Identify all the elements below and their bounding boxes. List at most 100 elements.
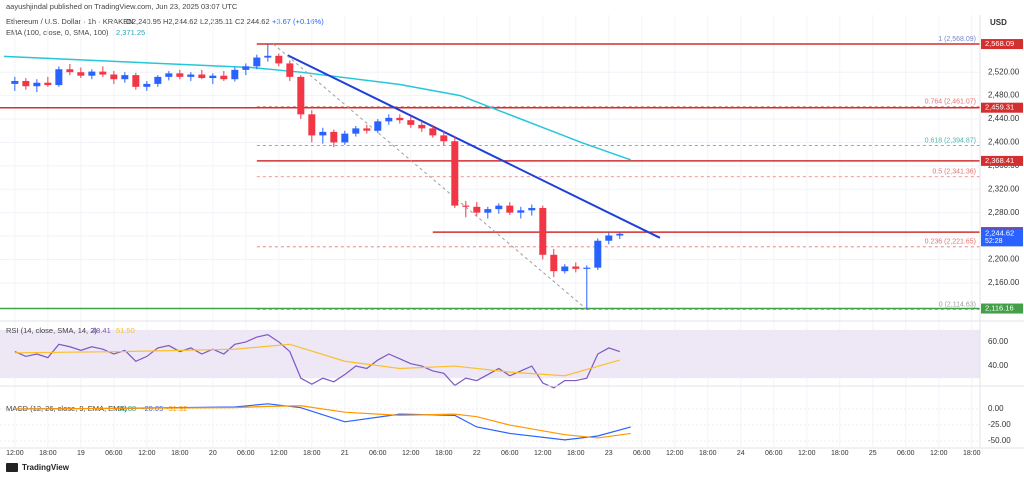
x-tick-label: 18:00 — [831, 450, 849, 457]
y-tick-label: 60.00 — [988, 337, 1009, 346]
candle-body — [429, 128, 437, 136]
x-tick-label: 23 — [605, 450, 613, 457]
y-tick-label: -25.00 — [988, 420, 1011, 429]
x-tick-label: 06:00 — [105, 450, 123, 457]
candle-body — [242, 66, 250, 70]
x-tick-label: 21 — [341, 450, 349, 457]
candle-body — [33, 82, 41, 87]
y-tick-label: 2,520.00 — [988, 67, 1020, 76]
brand-logo — [6, 463, 18, 472]
y-tick-label: -50.00 — [988, 436, 1011, 445]
x-tick-label: 06:00 — [897, 450, 915, 457]
x-tick-label: 22 — [473, 450, 481, 457]
y-tick-label: 0.00 — [988, 404, 1004, 413]
candle-body — [462, 205, 470, 207]
candle-body — [374, 121, 382, 131]
candle-body — [264, 55, 272, 58]
candle-body — [11, 80, 19, 84]
candle-body — [506, 205, 514, 213]
x-tick-label: 18:00 — [171, 450, 189, 457]
candle-body — [330, 131, 338, 143]
candle-body — [528, 207, 536, 211]
candle-body — [561, 266, 569, 272]
price-badge — [981, 102, 1023, 113]
fib-label: 0.618 (2,394.87) — [925, 137, 976, 144]
x-tick-label: 06:00 — [501, 450, 519, 457]
candle-body — [187, 74, 195, 77]
candle-body — [88, 71, 96, 76]
candle-body — [473, 206, 481, 213]
x-tick-label: 12:00 — [666, 450, 684, 457]
x-tick-label: 18:00 — [699, 450, 717, 457]
x-tick-label: 12:00 — [6, 450, 24, 457]
candle-body — [154, 76, 162, 84]
x-tick-label: 12:00 — [138, 450, 156, 457]
line-series — [14, 343, 620, 377]
candle-body — [308, 114, 316, 136]
candle-body — [253, 57, 261, 67]
x-tick-label: 18:00 — [963, 450, 981, 457]
line-series — [14, 405, 631, 439]
pane-readout: 51.50 — [116, 326, 135, 335]
y-tick-label: 2,480.00 — [988, 91, 1020, 100]
fib-label: 0 (2,114.63) — [939, 301, 976, 308]
y-tick-label: 2,320.00 — [988, 184, 1020, 193]
candle-body — [583, 267, 591, 269]
x-tick-label: 06:00 — [369, 450, 387, 457]
x-tick-label: 19 — [77, 450, 85, 457]
candle-body — [407, 120, 415, 125]
candle-body — [440, 135, 448, 142]
candle-body — [594, 240, 602, 268]
x-tick-label: 12:00 — [798, 450, 816, 457]
candle-body — [319, 131, 327, 136]
x-tick-label: 06:00 — [765, 450, 783, 457]
candle-body — [44, 82, 52, 86]
candle-body — [385, 117, 393, 122]
ohlc-close: C2,244.62 — [235, 17, 270, 26]
candle-body — [77, 72, 85, 76]
price-badge-label: 2,116.16 — [985, 304, 1014, 313]
x-tick-label: 12:00 — [402, 450, 420, 457]
candle-body — [484, 209, 492, 213]
candle-body — [143, 83, 151, 87]
currency: USD — [990, 18, 1007, 27]
x-tick-label: 18:00 — [39, 450, 57, 457]
candle-body — [176, 73, 184, 77]
candle-body — [352, 128, 360, 134]
price-badge-label: 2,244.62 — [985, 228, 1014, 237]
candle-body — [132, 75, 140, 87]
fib-label: 1 (2,568.09) — [938, 36, 976, 43]
candle-body — [495, 205, 503, 210]
rsi-band — [0, 329, 980, 379]
line-series — [272, 43, 588, 310]
price-badge — [981, 228, 1023, 247]
candle-body — [22, 80, 30, 87]
pane-readout: 48.41 — [92, 326, 111, 335]
candle-body — [66, 69, 74, 73]
candle-body — [231, 69, 239, 80]
x-tick-label: 24 — [737, 450, 745, 457]
x-tick-label: 12:00 — [534, 450, 552, 457]
change: +3.67 (+0.16%) — [272, 17, 324, 26]
line-series — [14, 334, 620, 389]
pane-title: RSI (14, close, SMA, 14, 2) — [6, 326, 97, 335]
x-tick-label: 18:00 — [567, 450, 585, 457]
x-tick-label: 20 — [209, 450, 217, 457]
y-tick-label: 2,280.00 — [988, 208, 1020, 217]
candle-body — [198, 74, 206, 79]
candle-body — [451, 141, 459, 206]
ohlc-low: L2,235.11 — [200, 17, 233, 26]
y-tick-label: 40.00 — [988, 361, 1009, 370]
y-tick-label: 2,160.00 — [988, 278, 1020, 287]
candle-body — [363, 128, 371, 131]
candle-body — [550, 254, 558, 272]
candle-body — [121, 75, 129, 80]
x-tick-label: 06:00 — [633, 450, 651, 457]
line-series — [287, 54, 661, 239]
candle-body — [165, 73, 173, 77]
y-tick-label: 2,440.00 — [988, 114, 1020, 123]
line-series — [14, 403, 631, 441]
candle-body — [616, 233, 624, 236]
candle-body — [517, 210, 525, 213]
